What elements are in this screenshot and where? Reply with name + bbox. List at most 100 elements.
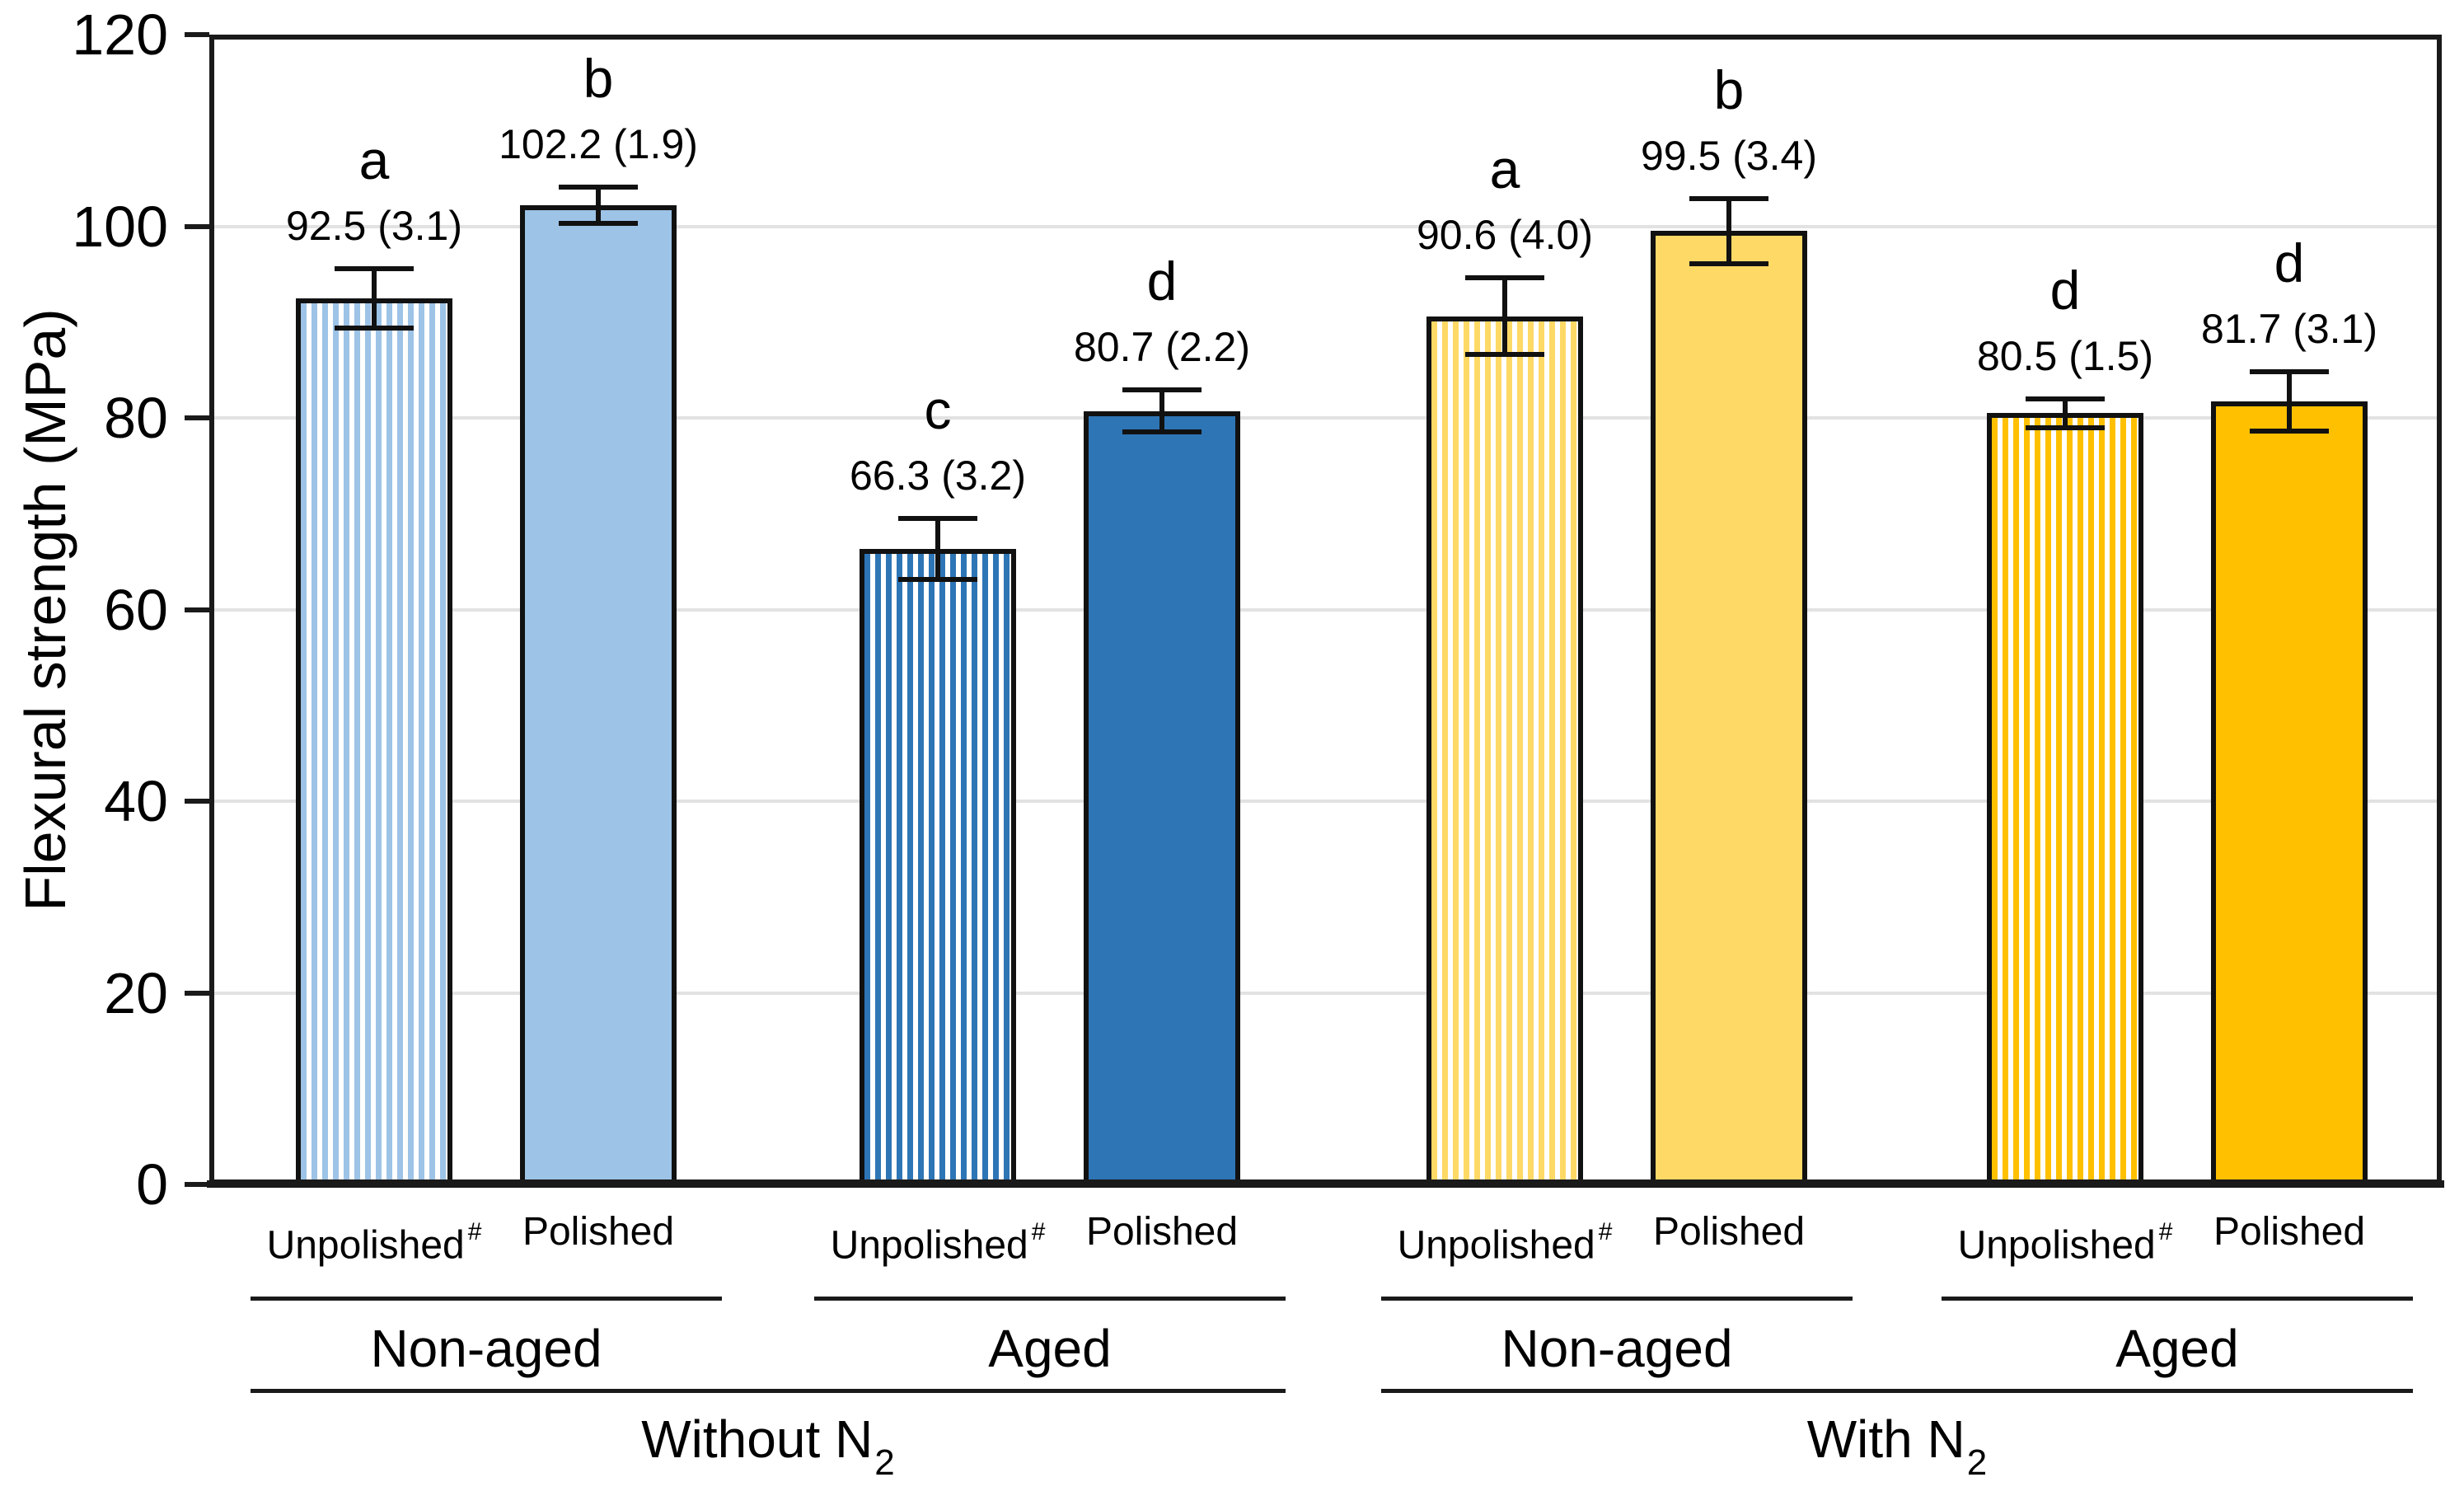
n2-subscript: 2 <box>1966 1442 1988 1483</box>
error-bar-cap-top <box>1689 195 1768 201</box>
letter-label: a <box>358 129 390 190</box>
gridline <box>209 991 2442 995</box>
letter-label: b <box>583 47 614 109</box>
group-rule <box>1381 1389 2413 1393</box>
x-category-text: Unpolished <box>1957 1223 2156 1268</box>
letter-label: d <box>2274 232 2305 294</box>
error-bar-line <box>2063 398 2068 428</box>
error-bar-cap-top <box>898 516 977 522</box>
error-bar-cap-bottom <box>2026 424 2105 430</box>
x-category-text: Polished <box>2213 1210 2366 1254</box>
error-bar-line <box>372 268 377 328</box>
error-bar-cap-top <box>1465 275 1544 281</box>
x-category-text: Polished <box>1085 1210 1239 1254</box>
value-label: 99.5 (3.4) <box>1640 132 1817 179</box>
x-category-label: Polished <box>1539 1205 1918 1259</box>
subgroup-label: Aged <box>988 1319 1112 1378</box>
subgroup-rule <box>1381 1297 1853 1301</box>
value-label: 80.5 (1.5) <box>1976 332 2153 379</box>
error-bar-cap-bottom <box>898 577 977 583</box>
letter-label: c <box>924 379 952 441</box>
y-tick <box>185 1182 209 1187</box>
letter-label: d <box>1146 251 1178 312</box>
value-label: 90.6 (4.0) <box>1416 212 1593 259</box>
y-tick-label: 80 <box>104 386 168 450</box>
x-category-label: Polished <box>409 1205 788 1259</box>
group-label-text: Without N <box>641 1409 874 1469</box>
group-label: With N2 <box>1526 1406 2268 1483</box>
bar <box>296 298 452 1188</box>
y-tick-label: 120 <box>72 2 168 67</box>
subgroup-rule <box>251 1297 722 1301</box>
error-bar-cap-bottom <box>2250 429 2329 434</box>
subgroup-rule <box>1942 1297 2413 1301</box>
value-label: 81.7 (3.1) <box>2200 306 2377 353</box>
error-bar-cap-top <box>559 184 638 190</box>
bar <box>1084 410 1240 1188</box>
bar <box>520 204 677 1188</box>
error-bar-line <box>935 518 940 580</box>
error-bar-cap-top <box>2250 369 2329 375</box>
hash-superscript: # <box>1031 1218 1046 1245</box>
y-tick <box>185 415 209 420</box>
letter-label: b <box>1713 59 1745 120</box>
x-axis-line <box>207 1180 2444 1188</box>
value-label: 80.7 (2.2) <box>1073 324 1250 371</box>
subgroup-label: Non-aged <box>370 1319 602 1378</box>
error-bar-cap-bottom <box>559 221 638 226</box>
letter-label: d <box>2049 259 2081 321</box>
y-tick <box>185 32 209 37</box>
error-bar-cap-top <box>1122 387 1202 393</box>
x-category-label: Polished <box>972 1205 1351 1259</box>
hash-superscript: # <box>1598 1218 1613 1245</box>
error-bar-cap-bottom <box>1122 429 1202 435</box>
gridline <box>209 416 2442 420</box>
x-category-text: Unpolished <box>830 1223 1028 1268</box>
error-bar-cap-top <box>335 265 414 271</box>
error-bar-cap-bottom <box>1689 260 1768 266</box>
subgroup-label: Aged <box>2115 1319 2239 1378</box>
gridline <box>209 800 2442 803</box>
value-label: 92.5 (3.1) <box>285 202 462 249</box>
value-label: 102.2 (1.9) <box>499 120 698 167</box>
x-category-label: Unpolished # <box>748 1205 1127 1267</box>
gridline <box>209 224 2442 228</box>
bar <box>1987 413 2143 1188</box>
x-category-text: Polished <box>1652 1210 1806 1254</box>
letter-label: a <box>1489 138 1520 200</box>
y-tick-label: 100 <box>72 194 168 259</box>
x-category-label: Unpolished # <box>1315 1205 1694 1267</box>
x-category-text: Unpolished <box>266 1223 465 1268</box>
error-bar-line <box>2287 372 2292 432</box>
error-bar-cap-bottom <box>335 325 414 331</box>
group-label: Without N2 <box>397 1406 1139 1483</box>
group-label-text: With N <box>1806 1409 1965 1469</box>
x-category-label: Polished <box>2100 1205 2464 1259</box>
error-bar-line <box>1726 198 1731 264</box>
subgroup-rule <box>814 1297 1286 1301</box>
hash-superscript: # <box>467 1218 482 1245</box>
bar <box>1651 231 1807 1188</box>
bar <box>2211 401 2368 1188</box>
value-label: 66.3 (3.2) <box>849 453 1026 499</box>
x-category-text: Unpolished <box>1397 1223 1595 1268</box>
error-bar-line <box>1159 390 1164 433</box>
x-category-label: Unpolished # <box>1876 1205 2255 1267</box>
y-tick-label: 0 <box>136 1152 168 1217</box>
gridline <box>209 607 2442 612</box>
group-rule <box>251 1389 1286 1393</box>
y-tick-label: 20 <box>104 960 168 1025</box>
y-tick <box>185 990 209 996</box>
error-bar-cap-top <box>2026 396 2105 401</box>
hash-superscript: # <box>2158 1218 2173 1245</box>
y-tick-label: 40 <box>104 769 168 833</box>
error-bar-cap-bottom <box>1465 352 1544 358</box>
n2-subscript: 2 <box>874 1442 895 1483</box>
y-tick-label: 60 <box>104 577 168 642</box>
error-bar-line <box>596 186 601 223</box>
y-tick <box>185 223 209 229</box>
subgroup-label: Non-aged <box>1501 1319 1733 1378</box>
error-bar-line <box>1502 278 1507 355</box>
y-tick <box>185 799 209 804</box>
